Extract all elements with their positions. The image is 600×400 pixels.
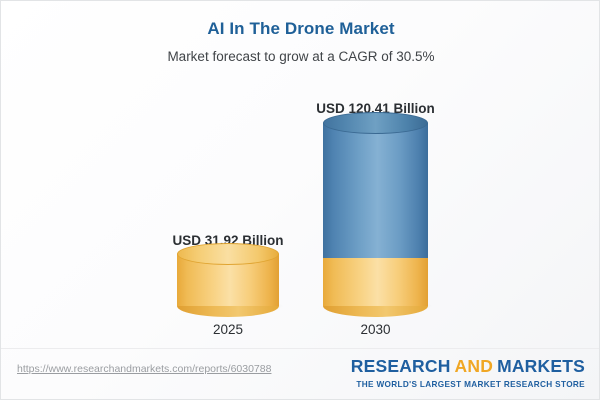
cylinder-top-cap-2030 [323, 112, 428, 134]
cylinder-segment-base-2030 [323, 258, 428, 317]
data-label-2030: USD 120.41 Billion [316, 101, 435, 116]
brand-word-research: RESEARCH [350, 356, 451, 376]
chart-header: AI In The Drone Market Market forecast t… [1, 19, 599, 64]
cylinder-segment-base-2025 [177, 243, 279, 317]
brand-logo-wordmark: RESEARCH AND MARKETS [350, 356, 585, 376]
brand-word-and: AND [454, 356, 494, 376]
brand-word-markets: MARKETS [497, 356, 585, 376]
page-title: AI In The Drone Market [207, 19, 395, 38]
cylinder-body-growth-2030 [323, 123, 428, 258]
cylinder-top-cap-2025 [177, 243, 279, 265]
cylinder-segment-growth-2030 [323, 112, 428, 258]
cylinder-2025[interactable] [177, 243, 279, 317]
footer: https://www.researchandmarkets.com/repor… [1, 349, 599, 399]
cylinder-body-base-2030 [323, 258, 428, 306]
category-label-2025: 2025 [212, 322, 244, 337]
brand-tagline: THE WORLD'S LARGEST MARKET RESEARCH STOR… [356, 379, 585, 389]
footer-divider [1, 348, 599, 349]
brand-logo[interactable]: RESEARCH AND MARKETS THE WORLD'S LARGEST M… [350, 356, 585, 389]
chart-subtitle: Market forecast to grow at a CAGR of 30.… [167, 49, 435, 64]
cylinder-2030[interactable] [323, 112, 428, 317]
source-url-link[interactable]: https://www.researchandmarkets.com/repor… [17, 363, 272, 375]
category-label-2030: 2030 [360, 322, 391, 337]
chart-plot-area: USD 31.92 Billion 2025 USD 120.41 Billio… [1, 1, 599, 349]
